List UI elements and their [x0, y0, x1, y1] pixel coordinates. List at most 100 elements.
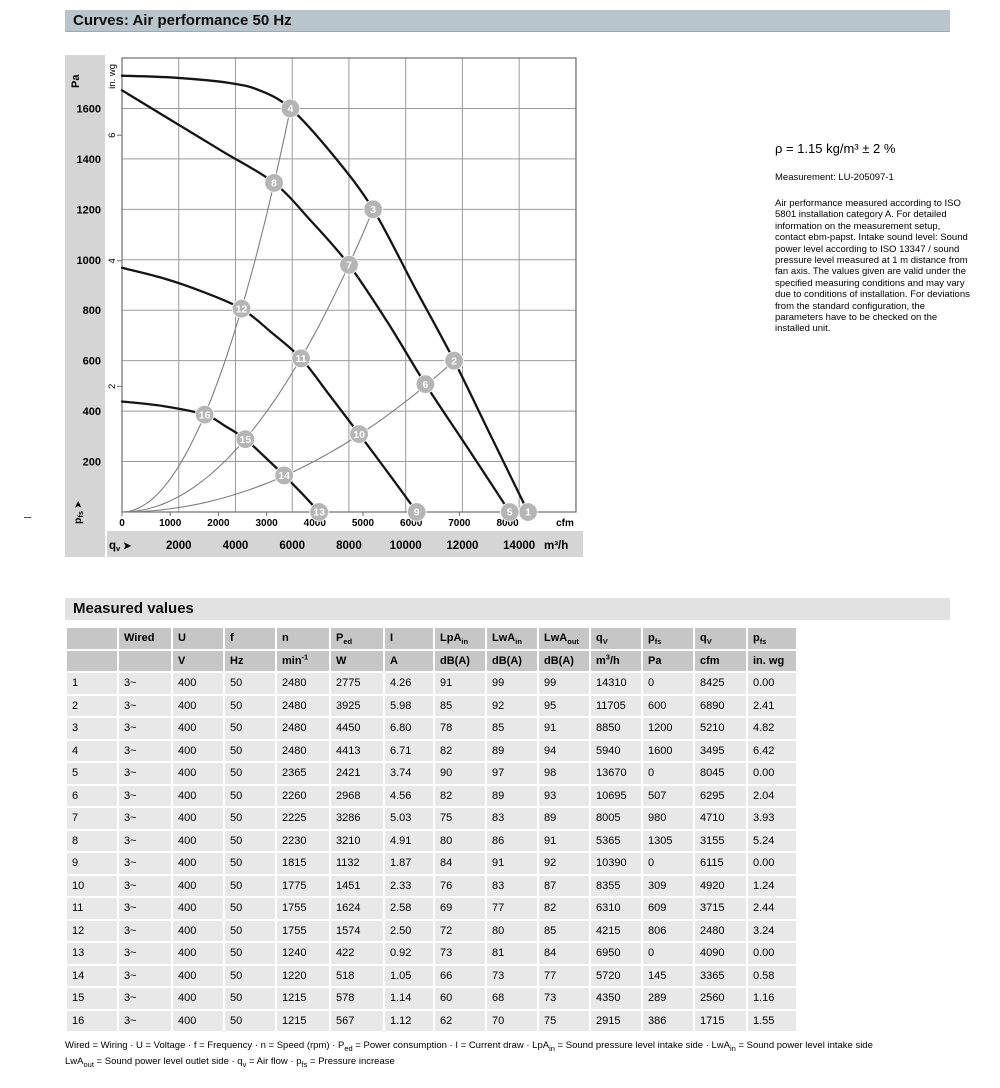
table-cell: 3~: [119, 785, 171, 806]
column-unit: [119, 650, 171, 671]
column-unit: cfm: [695, 650, 746, 671]
operating-point-number: 16: [199, 409, 211, 421]
table-cell: 2480: [277, 695, 329, 716]
air-performance-chart: 200 400 600 800 1000 1200 1400 1600 Pa pfs ➤ in. w…: [65, 48, 585, 563]
table-cell: 145: [643, 965, 693, 986]
cfm-unit-label: cfm: [556, 518, 574, 529]
table-cell: 14310: [591, 673, 641, 694]
table-cell: 3~: [119, 1010, 171, 1031]
measurement-id: Measurement: LU-205097-1: [775, 172, 894, 183]
curves-section-title: Curves: Air performance 50 Hz: [73, 12, 292, 29]
table-cell: 1240: [277, 943, 329, 964]
inwg-axis-label: in. wg: [107, 64, 118, 89]
y-axis-band: [65, 55, 105, 557]
table-cell: 2480: [277, 673, 329, 694]
pa-axis-label: Pa: [70, 74, 82, 88]
fan-curve-markers-4-3-2-1: [120, 74, 530, 514]
table-cell: 2260: [277, 785, 329, 806]
operating-point-number: 1: [525, 507, 531, 519]
row-number: 12: [67, 920, 117, 941]
operating-point-number: 3: [370, 204, 376, 216]
column-header: I: [385, 628, 433, 649]
row-number: 16: [67, 1010, 117, 1031]
table-cell: 400: [173, 740, 223, 761]
table-cell: 95: [539, 695, 589, 716]
table-cell: 8850: [591, 718, 641, 739]
table-cell: 3~: [119, 853, 171, 874]
table-cell: 50: [225, 1010, 275, 1031]
table-cell: 3~: [119, 718, 171, 739]
column-unit: m3/h: [591, 650, 641, 671]
table-cell: 400: [173, 988, 223, 1009]
table-cell: 50: [225, 853, 275, 874]
table-cell: 4.82: [748, 718, 796, 739]
table-cell: 0.00: [748, 853, 796, 874]
table-cell: 6115: [695, 853, 746, 874]
table-cell: 50: [225, 830, 275, 851]
column-header: qV: [591, 628, 641, 649]
table-cell: 289: [643, 988, 693, 1009]
column-unit: Pa: [643, 650, 693, 671]
table-cell: 2968: [331, 785, 383, 806]
operating-point-marker-3: [363, 199, 383, 220]
row-number: 3: [67, 718, 117, 739]
table-row: 4 3~ 400 50 2480 4413 6.71 82 89 94 5940 1600 3495 6.…: [67, 740, 796, 761]
column-unit: A: [385, 650, 433, 671]
table-cell: 5.03: [385, 808, 433, 829]
table-cell: 3~: [119, 943, 171, 964]
table-cell: 4413: [331, 740, 383, 761]
table-row: 1 3~ 400 50 2480 2775 4.26 91 99 99 14310 0 8425 0.00: [67, 673, 796, 694]
table-cell: 75: [539, 1010, 589, 1031]
row-number: 10: [67, 875, 117, 896]
table-cell: 2775: [331, 673, 383, 694]
qv-tick-label: 6000: [279, 540, 305, 552]
table-cell: 91: [435, 673, 485, 694]
qv-tick-label: 10000: [390, 540, 422, 552]
table-cell: 77: [487, 898, 537, 919]
column-header: LwAout: [539, 628, 589, 649]
table-cell: 1305: [643, 830, 693, 851]
table-cell: 4.26: [385, 673, 433, 694]
fan-curve-markers-16-15-14-13: [120, 400, 321, 514]
table-cell: 99: [487, 673, 537, 694]
column-header: Ped: [331, 628, 383, 649]
row-number: 1: [67, 673, 117, 694]
legend-line: Wired = Wiring · U = Voltage · f = Frequ…: [65, 1040, 873, 1053]
table-cell: 6.42: [748, 740, 796, 761]
table-cell: 3.74: [385, 763, 433, 784]
table-cell: 400: [173, 943, 223, 964]
column-header: qV: [695, 628, 746, 649]
column-header: pfs: [748, 628, 796, 649]
cfm-tick-label: 1000: [159, 518, 182, 529]
column-unit: Hz: [225, 650, 275, 671]
table-cell: 50: [225, 718, 275, 739]
fan-curve-markers-12-11-10-9: [120, 266, 418, 514]
table-cell: 518: [331, 965, 383, 986]
notes-block: ρ = 1.15 kg/m³ ± 2 % Measurement: LU-205…: [775, 141, 975, 335]
pa-tick-label: 1400: [77, 154, 101, 166]
table-cell: 8355: [591, 875, 641, 896]
operating-point-marker-14: [274, 465, 294, 486]
table-cell: 87: [539, 875, 589, 896]
operating-point-number: 4: [288, 103, 294, 115]
table-cell: 83: [487, 808, 537, 829]
table-cell: 91: [539, 718, 589, 739]
row-number: 7: [67, 808, 117, 829]
table-cell: 1132: [331, 853, 383, 874]
table-cell: 2230: [277, 830, 329, 851]
table-cell: 1220: [277, 965, 329, 986]
operating-point-number: 5: [507, 507, 513, 519]
table-cell: 99: [539, 673, 589, 694]
table-cell: 1755: [277, 920, 329, 941]
table-cell: 3~: [119, 965, 171, 986]
table-cell: 50: [225, 673, 275, 694]
pa-tick-label: 800: [83, 305, 101, 317]
table-cell: 6890: [695, 695, 746, 716]
table-cell: 92: [539, 853, 589, 874]
measurement-notes: Air performance measured according to IS…: [775, 198, 970, 335]
table-cell: 3~: [119, 988, 171, 1009]
table-cell: 50: [225, 965, 275, 986]
table-row: 5 3~ 400 50 2365 2421 3.74 90 97 98 13670 0 8045 0.00: [67, 763, 796, 784]
row-number: 8: [67, 830, 117, 851]
operating-point-number: 12: [236, 303, 248, 315]
